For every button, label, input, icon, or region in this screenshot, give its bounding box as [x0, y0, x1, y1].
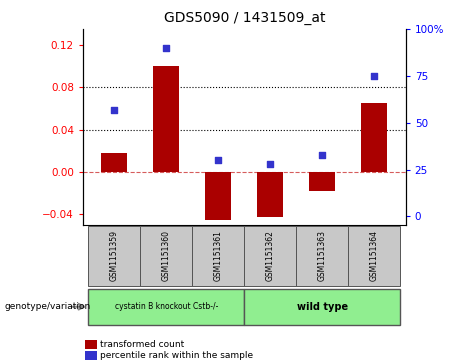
FancyBboxPatch shape [88, 289, 244, 325]
Point [371, 73, 378, 79]
Text: transformed count: transformed count [100, 340, 185, 349]
Text: GSM1151360: GSM1151360 [162, 231, 171, 281]
Point [319, 152, 326, 158]
Title: GDS5090 / 1431509_at: GDS5090 / 1431509_at [164, 11, 325, 25]
FancyBboxPatch shape [349, 226, 401, 286]
FancyBboxPatch shape [192, 226, 244, 286]
Point [266, 161, 274, 167]
Point [163, 45, 170, 51]
FancyBboxPatch shape [244, 226, 296, 286]
Point [215, 157, 222, 163]
Text: GSM1151363: GSM1151363 [318, 231, 327, 281]
FancyBboxPatch shape [88, 226, 140, 286]
Text: genotype/variation: genotype/variation [5, 302, 91, 311]
Text: GSM1151359: GSM1151359 [110, 231, 119, 281]
Bar [257, 172, 284, 217]
Bar [101, 153, 127, 172]
FancyBboxPatch shape [244, 289, 401, 325]
Text: cystatin B knockout Cstb-/-: cystatin B knockout Cstb-/- [115, 302, 218, 311]
Bar [309, 172, 336, 191]
Text: GSM1151361: GSM1151361 [214, 231, 223, 281]
FancyBboxPatch shape [140, 226, 192, 286]
Bar [361, 103, 387, 172]
Bar [205, 172, 231, 220]
Point [111, 107, 118, 113]
Text: GSM1151362: GSM1151362 [266, 231, 275, 281]
Text: percentile rank within the sample: percentile rank within the sample [100, 351, 254, 360]
Text: GSM1151364: GSM1151364 [370, 231, 379, 281]
FancyBboxPatch shape [296, 226, 349, 286]
Text: wild type: wild type [297, 302, 348, 312]
Bar [153, 66, 179, 172]
